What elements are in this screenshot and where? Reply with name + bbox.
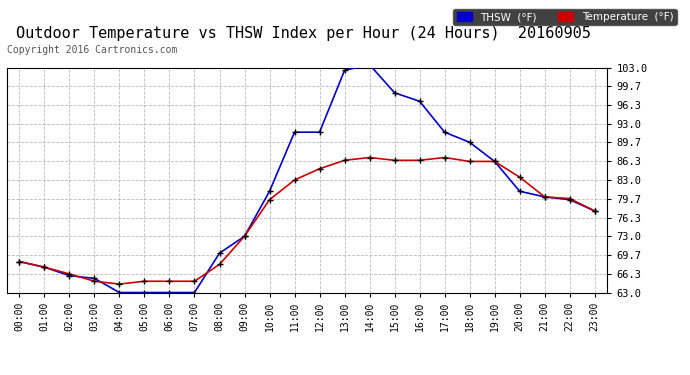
- Text: Outdoor Temperature vs THSW Index per Hour (24 Hours)  20160905: Outdoor Temperature vs THSW Index per Ho…: [16, 26, 591, 41]
- Text: Copyright 2016 Cartronics.com: Copyright 2016 Cartronics.com: [7, 45, 177, 55]
- Legend: THSW  (°F), Temperature  (°F): THSW (°F), Temperature (°F): [453, 9, 676, 25]
